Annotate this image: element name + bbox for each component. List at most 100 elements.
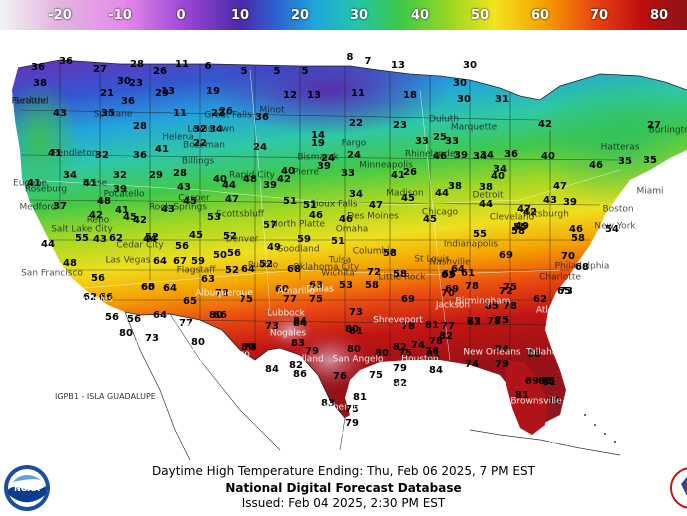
city-label: North Platte bbox=[270, 219, 326, 230]
temperature-value: 78 bbox=[429, 336, 443, 347]
temperature-value: 43 bbox=[93, 234, 107, 245]
temperature-value: 28 bbox=[173, 168, 187, 179]
temperature-value: 58 bbox=[393, 269, 407, 280]
temperature-value: 30 bbox=[457, 94, 471, 105]
temperature-value: 22 bbox=[193, 138, 207, 149]
temperature-value: 41 bbox=[115, 205, 129, 216]
temperature-value: 38 bbox=[479, 182, 493, 193]
city-label: Charlotte bbox=[539, 272, 581, 283]
legend-tick: 10 bbox=[230, 8, 250, 23]
city-label: Detroit bbox=[472, 190, 504, 201]
temperature-value: 14 bbox=[311, 130, 325, 141]
noaa-logo-icon[interactable]: NOAA bbox=[3, 464, 51, 512]
temperature-value: 44 bbox=[143, 234, 157, 245]
city-label: Spokane bbox=[93, 109, 133, 120]
temperature-value: 18 bbox=[403, 90, 417, 101]
city-label: Bozeman bbox=[183, 140, 225, 151]
city-label: Little Rock bbox=[378, 272, 426, 283]
temperature-value: 83 bbox=[321, 398, 335, 409]
temperature-value: 26 bbox=[219, 106, 233, 117]
temperature-value: 56 bbox=[105, 312, 119, 323]
temperature-value: 32 bbox=[193, 124, 207, 135]
temperature-value: 37 bbox=[53, 201, 67, 212]
temperature-value: 62 bbox=[533, 294, 547, 305]
temperature-value: 53 bbox=[339, 280, 353, 291]
temperature-value: 74 bbox=[411, 340, 425, 351]
temperature-value: 44 bbox=[41, 239, 55, 250]
temperature-value: 77 bbox=[283, 294, 297, 305]
city-label: Chicago bbox=[421, 207, 459, 218]
legend-tick: 80 bbox=[649, 8, 669, 23]
temperature-value: 34 bbox=[493, 164, 507, 175]
city-label: Tallahassee bbox=[526, 347, 578, 358]
temperature-value: 55 bbox=[473, 229, 487, 240]
temperature-value: 48 bbox=[97, 196, 111, 207]
temperature-value: 80 bbox=[119, 328, 133, 339]
temperature-value: 39 bbox=[263, 180, 277, 191]
city-label: Pendleton bbox=[52, 148, 98, 159]
city-label: Duluth bbox=[428, 114, 460, 125]
temperature-value: 41 bbox=[48, 148, 62, 159]
city-label: Pittsburgh bbox=[523, 209, 569, 220]
temperature-value: 57 bbox=[263, 220, 277, 231]
city-label: Panther Junction bbox=[313, 402, 387, 413]
city-label: Hatteras bbox=[600, 142, 640, 153]
temperature-value: 79 bbox=[547, 396, 561, 407]
temperature-value: 8 bbox=[346, 52, 354, 63]
map-subtitle: Daytime High Temperature Ending: Thu, Fe… bbox=[152, 464, 535, 478]
city-label: Boise bbox=[82, 178, 108, 189]
city-label: Midland bbox=[288, 354, 324, 365]
noaa-logo-graphic: NOAA bbox=[4, 465, 50, 511]
temperature-value: 5 bbox=[273, 66, 281, 77]
temperature-value: 40 bbox=[213, 174, 227, 185]
temperature-value: 28 bbox=[130, 59, 144, 70]
temperature-value: 59 bbox=[297, 234, 311, 245]
temperature-value: 64 bbox=[153, 256, 167, 267]
city-label: Rhinelander bbox=[404, 149, 460, 160]
nws-logo-icon[interactable] bbox=[667, 462, 687, 512]
temperature-value: 79 bbox=[345, 418, 359, 429]
temperature-value: 43 bbox=[161, 204, 175, 215]
temperature-value: 79 bbox=[393, 363, 407, 374]
temperature-value: 70 bbox=[441, 288, 455, 299]
temperature-value: 84 bbox=[429, 365, 443, 376]
temperature-value: 56 bbox=[127, 314, 141, 325]
temperature-value: 34 bbox=[349, 189, 363, 200]
temperature-value: 59 bbox=[191, 256, 205, 267]
city-label: Madison bbox=[386, 188, 424, 199]
city-label: Salt Lake City bbox=[51, 224, 113, 235]
temperature-value: 60 bbox=[141, 282, 155, 293]
temperature-value: 44 bbox=[435, 188, 449, 199]
city-label: Oklahoma City bbox=[292, 262, 360, 273]
temperature-value: 43 bbox=[543, 195, 557, 206]
temperature-value: 78 bbox=[465, 281, 479, 292]
temperature-value: 81 bbox=[515, 390, 529, 401]
legend-colorbar bbox=[0, 0, 687, 30]
city-label: Goodland bbox=[276, 244, 320, 255]
temperature-value: 47 bbox=[517, 204, 531, 215]
temperature-value: 66 bbox=[213, 310, 227, 321]
temperature-map[interactable]: IGPB1 - ISLA GUADALUPE 36 36 27 28 26 11 6 5 5 5 8… bbox=[0, 30, 687, 460]
temperature-value: 78 bbox=[503, 301, 517, 312]
temperature-value: 48 bbox=[243, 174, 257, 185]
temperature-value: 68 bbox=[287, 264, 301, 275]
temperature-value: 80 bbox=[241, 342, 255, 353]
city-label: Helena bbox=[162, 132, 194, 143]
city-label: Fargo bbox=[341, 138, 367, 149]
temperature-value: 38 bbox=[448, 181, 462, 192]
temperature-value: 29 bbox=[155, 88, 169, 99]
temperature-value: 35 bbox=[643, 155, 657, 166]
temperature-value: 70 bbox=[561, 251, 575, 262]
temperature-value: 53 bbox=[207, 212, 221, 223]
temperature-value: 58 bbox=[365, 280, 379, 291]
city-label: Rapid City bbox=[229, 170, 275, 181]
temperature-value: 69 bbox=[401, 294, 415, 305]
temperature-value: 45 bbox=[123, 212, 137, 223]
temperature-value: 63 bbox=[309, 280, 323, 291]
temperature-value: 7 bbox=[364, 56, 372, 67]
temperature-value: 34 bbox=[480, 150, 494, 161]
temperature-value: 5 bbox=[301, 66, 309, 77]
temperature-value: 49 bbox=[267, 242, 281, 253]
city-label: Boston bbox=[602, 204, 634, 215]
legend-tick: 40 bbox=[410, 8, 430, 23]
